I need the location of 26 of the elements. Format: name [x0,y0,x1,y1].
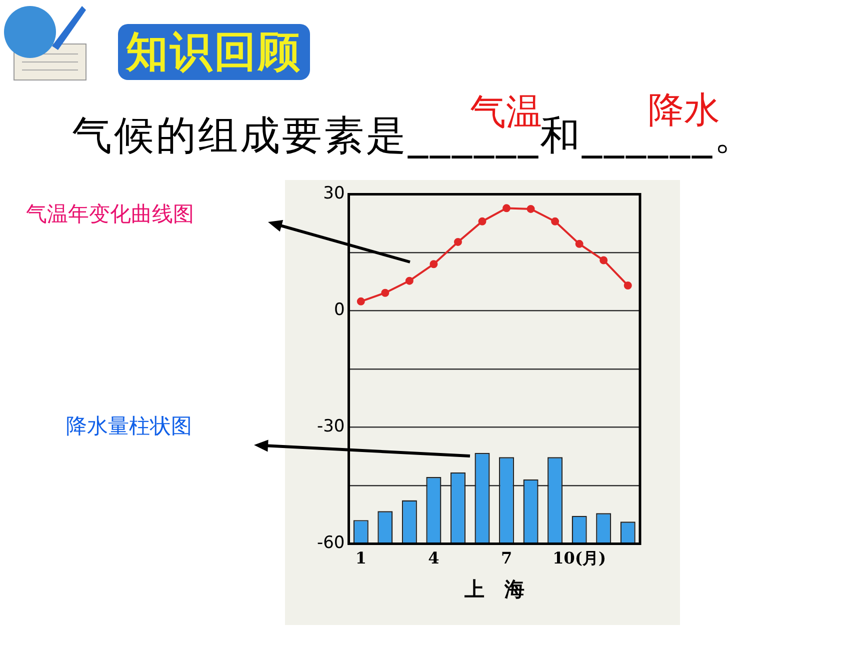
point [526,204,535,213]
point [356,297,365,306]
y-tick-label: -30 [316,416,345,437]
point [624,281,632,290]
point [405,276,414,285]
text: 降水量柱状图 [66,413,192,440]
y-tick-label: 30 [323,184,345,204]
point [600,256,608,264]
point [575,240,584,248]
point [502,204,511,212]
text: 降水 [648,89,720,133]
point [454,238,462,246]
point [381,288,390,297]
text: 气温年变化曲线图 [26,201,194,228]
x-axis-title: 上 海 [463,577,524,602]
y-tick-label: -60 [316,533,345,554]
x-tick-label: 4 [428,548,440,568]
x-tick-label: 7 [500,548,512,568]
point [430,260,438,268]
chart-title: 知识回顾 [118,24,310,80]
text: 气温 [470,91,542,133]
x-tick-label: 10(月) [552,548,606,568]
point [478,217,486,226]
y-tick-label: 0 [334,300,345,320]
point [551,217,560,226]
x-tick-label: 1 [355,548,366,568]
